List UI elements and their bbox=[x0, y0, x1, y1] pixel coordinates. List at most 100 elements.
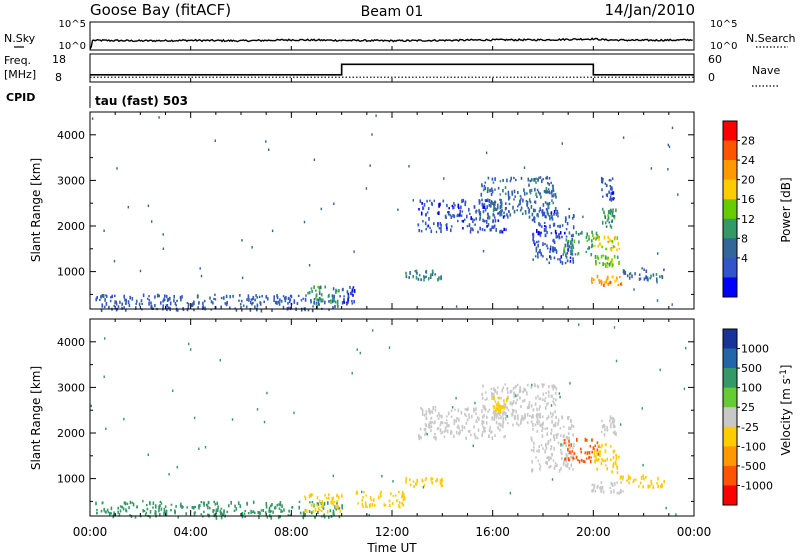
data-cell bbox=[502, 215, 505, 219]
data-cell bbox=[481, 423, 484, 426]
colorbar-tick-label: 24 bbox=[741, 154, 755, 167]
data-cell bbox=[571, 237, 573, 242]
data-cell bbox=[503, 411, 506, 415]
data-cell bbox=[494, 409, 497, 413]
data-cell bbox=[170, 508, 172, 512]
data-cell bbox=[123, 306, 125, 309]
data-cell bbox=[552, 387, 555, 391]
data-cell bbox=[483, 426, 485, 431]
data-cell bbox=[331, 498, 334, 503]
data-cell bbox=[555, 232, 557, 235]
data-cell bbox=[605, 225, 608, 228]
data-cell bbox=[613, 254, 616, 259]
data-cell bbox=[537, 243, 539, 248]
data-cell bbox=[564, 457, 567, 461]
data-cell bbox=[620, 475, 622, 479]
data-cell bbox=[311, 290, 313, 293]
data-cell bbox=[173, 299, 175, 303]
data-cell bbox=[515, 178, 517, 182]
data-cell bbox=[495, 208, 498, 212]
data-cell bbox=[408, 165, 410, 168]
data-cell bbox=[541, 209, 544, 213]
data-cell bbox=[418, 229, 420, 233]
data-cell bbox=[580, 447, 582, 451]
data-cell bbox=[479, 218, 481, 221]
data-cell bbox=[572, 425, 575, 428]
data-cell bbox=[546, 211, 549, 215]
data-cell bbox=[609, 419, 611, 423]
data-cell bbox=[597, 484, 599, 489]
data-cell bbox=[537, 395, 539, 398]
data-cell bbox=[475, 217, 477, 221]
data-cell bbox=[446, 415, 448, 418]
data-cell bbox=[540, 231, 542, 234]
data-cell bbox=[512, 400, 515, 405]
data-cell bbox=[504, 402, 507, 407]
data-cell bbox=[328, 515, 330, 519]
data-cell bbox=[481, 431, 484, 434]
data-cell bbox=[513, 189, 516, 194]
data-cell bbox=[611, 177, 614, 180]
data-cell bbox=[416, 271, 418, 275]
data-cell bbox=[652, 273, 655, 277]
data-cell bbox=[179, 295, 182, 299]
data-cell bbox=[465, 408, 468, 411]
data-cell bbox=[549, 255, 551, 259]
data-cell bbox=[570, 443, 573, 447]
data-cell bbox=[417, 277, 420, 281]
data-cell bbox=[162, 304, 164, 309]
data-cell bbox=[223, 509, 225, 513]
data-cell bbox=[478, 417, 480, 421]
data-cell bbox=[293, 411, 295, 415]
data-cell bbox=[488, 189, 491, 193]
data-cell bbox=[533, 441, 535, 446]
data-cell bbox=[193, 416, 196, 420]
data-cell bbox=[547, 182, 549, 185]
data-cell bbox=[485, 151, 488, 155]
data-cell bbox=[154, 304, 156, 308]
data-cell bbox=[149, 502, 151, 506]
data-cell bbox=[546, 244, 548, 248]
data-cell bbox=[104, 337, 106, 340]
data-cell bbox=[440, 421, 442, 425]
data-cell bbox=[564, 439, 566, 441]
data-cell bbox=[309, 501, 311, 504]
data-cell bbox=[430, 429, 432, 433]
data-cell bbox=[586, 438, 588, 442]
data-cell bbox=[220, 515, 223, 520]
n-sky-trace bbox=[89, 37, 693, 50]
data-cell bbox=[610, 281, 613, 284]
data-cell bbox=[519, 198, 522, 202]
data-cell bbox=[441, 484, 444, 487]
data-cell bbox=[361, 502, 364, 506]
data-cell bbox=[169, 301, 172, 306]
data-cell bbox=[595, 231, 598, 236]
data-cell bbox=[542, 392, 545, 396]
data-cell bbox=[127, 300, 130, 304]
data-cell bbox=[319, 297, 322, 300]
data-cell bbox=[315, 303, 318, 306]
data-cell bbox=[125, 298, 128, 303]
data-cell bbox=[657, 252, 659, 255]
data-cell bbox=[282, 305, 285, 310]
data-cell bbox=[414, 270, 416, 273]
data-cell bbox=[615, 454, 618, 458]
data-cell bbox=[553, 238, 555, 243]
data-cell bbox=[320, 293, 323, 297]
data-cell bbox=[535, 413, 538, 418]
data-cell bbox=[558, 469, 561, 473]
data-cell bbox=[578, 240, 580, 244]
data-cell bbox=[517, 393, 519, 397]
data-cell bbox=[578, 459, 581, 464]
data-cell bbox=[459, 429, 461, 434]
data-cell bbox=[545, 189, 547, 194]
x-tick-label: 00:00 bbox=[677, 525, 712, 539]
data-cell bbox=[567, 447, 569, 452]
data-cell bbox=[549, 224, 551, 229]
data-cell bbox=[430, 416, 433, 420]
nave-label: Nave bbox=[752, 64, 780, 77]
data-cell bbox=[451, 406, 454, 409]
data-cell bbox=[552, 459, 555, 462]
data-cell bbox=[549, 448, 552, 451]
data-cell bbox=[323, 513, 325, 518]
